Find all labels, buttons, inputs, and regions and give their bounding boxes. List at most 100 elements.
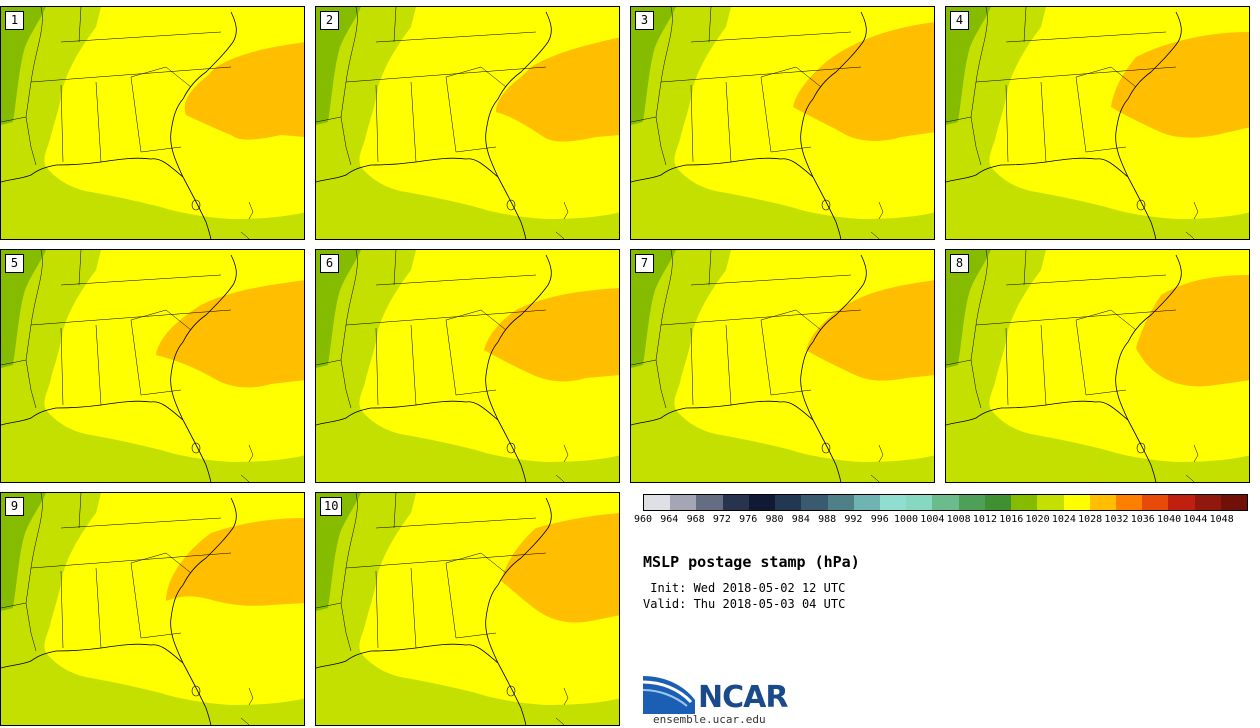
pressure-1028-fill — [1111, 32, 1249, 138]
gulf-coastline — [631, 400, 814, 426]
pressure-1028-fill — [484, 288, 619, 382]
state-border — [975, 66, 1177, 83]
state-border — [95, 324, 102, 406]
member-panel: 1 — [0, 6, 305, 240]
member-panel: 9 — [0, 492, 305, 726]
state-border — [410, 81, 417, 163]
state-border — [1, 116, 27, 123]
state-border — [316, 359, 342, 366]
colorbar-tick-label: 964 — [660, 514, 679, 525]
island-outline — [563, 201, 569, 220]
state-border — [316, 116, 342, 123]
colorbar-ticks: 960 964 968 972 976 980 984 988 992 996 1000 1004 10… — [634, 514, 1248, 528]
state-border — [130, 552, 192, 574]
state-border — [60, 84, 64, 163]
gulf-coastline — [1, 157, 184, 183]
state-border — [375, 31, 537, 43]
island-outline — [240, 474, 250, 482]
lake-okeechobee — [506, 685, 516, 697]
gulf-coastline — [316, 400, 499, 426]
state-border — [340, 250, 358, 409]
init-time: Init: Wed 2018-05-02 12 UTC — [643, 581, 846, 595]
colorbar-swatch — [853, 495, 880, 510]
island-outline — [1193, 201, 1199, 220]
gulf-coastline — [1, 400, 184, 426]
state-border — [130, 309, 192, 331]
state-border — [725, 81, 732, 163]
coastline — [1115, 254, 1182, 482]
colorbar-tick-label: 1048 — [1209, 514, 1234, 525]
state-border — [25, 493, 43, 652]
colorbar — [643, 494, 1248, 511]
state-border — [1, 602, 27, 609]
colorbar-swatch — [722, 495, 749, 510]
state-border — [445, 309, 507, 331]
coastline — [170, 11, 237, 239]
state-border — [30, 552, 232, 569]
island-outline — [240, 717, 250, 725]
coastline — [485, 254, 552, 482]
pressure-1016-fill — [1, 250, 46, 368]
state-border — [130, 562, 182, 639]
colorbar-tick-label: 976 — [739, 514, 758, 525]
island-outline — [870, 231, 880, 239]
state-border — [690, 274, 852, 286]
mslp-map — [946, 250, 1249, 482]
island-outline — [878, 444, 884, 463]
coastline — [1115, 11, 1182, 239]
lake-okeechobee — [1136, 442, 1146, 454]
state-border — [631, 359, 657, 366]
state-border — [130, 76, 182, 153]
pressure-1016-fill — [316, 7, 361, 125]
state-border — [655, 250, 673, 409]
state-border — [1075, 76, 1127, 153]
island-outline — [555, 474, 565, 482]
colorbar-swatch — [748, 495, 776, 510]
coastline — [170, 497, 237, 725]
state-border — [975, 309, 1177, 326]
state-border — [340, 493, 358, 652]
state-border — [690, 31, 852, 43]
coastline — [485, 497, 552, 725]
member-panel: 10 — [315, 492, 620, 726]
colorbar-swatch — [696, 495, 723, 510]
pressure-1016-fill — [631, 7, 676, 125]
state-border — [345, 552, 547, 569]
state-border — [393, 250, 397, 286]
state-border — [1075, 319, 1127, 396]
state-border — [946, 359, 972, 366]
figure-title: MSLP postage stamp (hPa) — [643, 553, 860, 571]
state-border — [690, 84, 694, 163]
state-border — [760, 319, 812, 396]
state-border — [60, 570, 64, 649]
mslp-map — [631, 250, 934, 482]
state-border — [445, 562, 497, 639]
state-border — [60, 517, 222, 529]
colorbar-tick-label: 960 — [633, 514, 653, 525]
colorbar-tick-label: 980 — [765, 514, 784, 525]
coastline — [485, 11, 552, 239]
state-border — [1023, 7, 1027, 43]
pressure-1016-fill — [946, 250, 991, 368]
island-outline — [248, 201, 254, 220]
state-border — [375, 517, 537, 529]
colorbar-tick-label: 1040 — [1157, 514, 1182, 525]
lake-okeechobee — [191, 199, 201, 211]
colorbar-tick-label: 1000 — [893, 514, 919, 525]
island-outline — [870, 474, 880, 482]
state-border — [660, 309, 862, 326]
pressure-1016-fill — [316, 493, 361, 611]
mslp-map — [316, 7, 619, 239]
member-panel: 7 — [630, 249, 935, 483]
colorbar-tick-label: 968 — [686, 514, 705, 525]
state-border — [760, 76, 812, 153]
coastline — [170, 254, 237, 482]
state-border — [946, 116, 972, 123]
state-border — [660, 66, 862, 83]
state-border — [78, 493, 82, 529]
pressure-1016-fill — [316, 250, 361, 368]
colorbar-tick-label: 1004 — [920, 514, 945, 525]
colorbar-swatch — [1194, 495, 1221, 510]
mslp-map — [1, 7, 304, 239]
state-border — [345, 66, 547, 83]
